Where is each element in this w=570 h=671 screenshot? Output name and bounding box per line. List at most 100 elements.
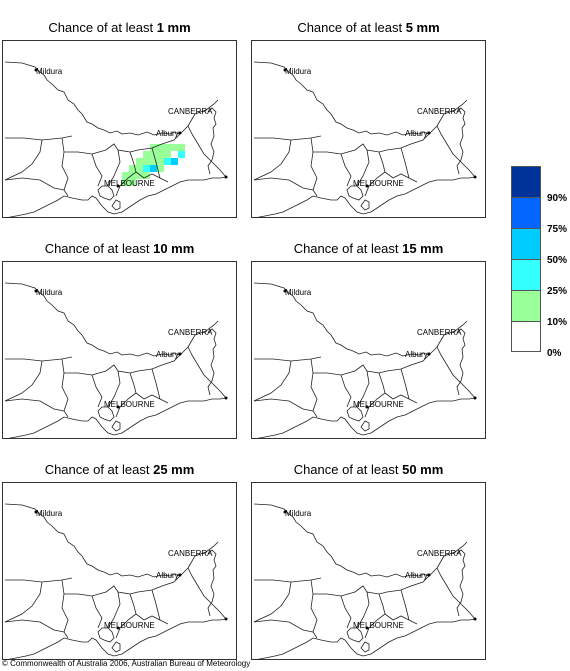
coast-marker [473,175,477,179]
boundary-line [111,420,121,432]
boundary-line [253,139,292,181]
panel-title: Chance of at least 10 mm [44,241,195,256]
boundary-line [187,125,227,178]
albury-label: Albury [405,571,428,580]
melbourne-marker [116,184,120,188]
coast-marker [473,396,477,400]
panel-title: Chance of at least 5 mm [297,20,440,35]
rain-probability-cell [143,158,150,165]
boundary-line [340,153,352,187]
albury-label: Albury [156,350,179,359]
panel-title: Chance of at least 50 mm [293,462,444,477]
mildura-marker [34,68,38,72]
boundary-line [436,346,476,399]
legend-swatch-25 [511,259,541,290]
rain-probability-cell [143,172,150,179]
boundary-line [111,641,121,653]
boundary-line [436,320,468,348]
map-svg: Mildura CANBERRA Albury MELBOURNE [2,261,237,439]
boundary-line [356,149,370,187]
boundary-line [310,137,318,197]
boundary-line [4,618,227,660]
map-svg: Mildura CANBERRA Albury MELBOURNE [251,482,486,660]
boundary-line [356,370,370,408]
boundary-line [151,589,161,621]
albury-label: Albury [405,129,428,138]
boundary-line [4,61,189,136]
canberra-label: CANBERRA [168,549,213,558]
map-svg: Mildura CANBERRA Albury MELBOURNE [251,40,486,218]
boundary-line [364,392,386,418]
boundary-line [456,549,466,617]
boundary-line [91,374,103,408]
boundary-line [115,392,137,418]
albury-marker [427,573,431,577]
boundary-line [436,125,476,178]
panel-title: Chance of at least 25 mm [44,462,195,477]
canberra-label: CANBERRA [417,549,462,558]
melbourne-marker [365,184,369,188]
map-svg: Mildura CANBERRA Albury MELBOURNE [2,482,237,660]
melbourne-label: MELBOURNE [104,400,155,409]
boundary-line [97,406,115,422]
albury-marker [427,131,431,135]
legend-swatch-50 [511,228,541,259]
mildura-label: Mildura [36,288,63,297]
mildura-label: Mildura [285,509,312,518]
albury-marker [178,573,182,577]
mildura-marker [34,510,38,514]
boundary-line [187,541,219,569]
rain-probability-cell [150,158,157,165]
coast-marker [224,175,228,179]
boundary-line [64,354,181,376]
melbourne-label: MELBOURNE [353,179,404,188]
victoria-map: Mildura CANBERRA Albury MELBOURNE [251,261,486,439]
boundary-line [4,176,227,218]
boundary-line [253,503,438,578]
rain-probability-cell [143,165,150,172]
coast-marker [224,396,228,400]
boundary-line [456,328,466,396]
melbourne-marker [365,405,369,409]
rain-probability-cell [171,158,178,165]
boundary-line [107,370,121,408]
boundary-line [253,282,438,357]
boundary-line [151,368,161,400]
boundary-line [400,147,410,179]
boundary-line [4,177,65,191]
boundary-line [187,320,219,348]
boundary-line [4,360,43,402]
boundary-line [207,107,217,175]
mildura-label: Mildura [36,67,63,76]
legend-label-90: 90% [547,193,568,204]
boundary-line [107,591,121,629]
canberra-label: CANBERRA [417,107,462,116]
melbourne-marker [116,626,120,630]
legend-label-25: 25% [547,286,568,297]
boundary-line [4,619,65,633]
rain-probability-cell [178,144,185,151]
albury-marker [427,352,431,356]
albury-label: Albury [156,571,179,580]
boundary-line [115,171,137,197]
rain-probability-cell [143,151,150,158]
boundary-line [207,549,217,617]
boundary-line [436,99,468,127]
boundary-line [400,368,410,400]
legend-swatch-0 [511,321,541,352]
boundary-line [64,575,181,597]
map-svg: Mildura CANBERRA Albury MELBOURNE [251,261,486,439]
legend-label-75: 75% [547,224,568,235]
boundary-line [187,567,227,620]
boundary-line [346,406,364,422]
legend-label-50: 50% [547,255,568,266]
rain-probability-cell [129,179,136,186]
boundary-line [253,619,314,633]
coast-marker [224,617,228,621]
boundary-line [436,567,476,620]
canberra-label: CANBERRA [168,328,213,337]
mildura-label: Mildura [285,288,312,297]
melbourne-label: MELBOURNE [353,621,404,630]
victoria-map: Mildura CANBERRA Albury MELBOURNE [2,261,237,439]
albury-label: Albury [156,129,179,138]
